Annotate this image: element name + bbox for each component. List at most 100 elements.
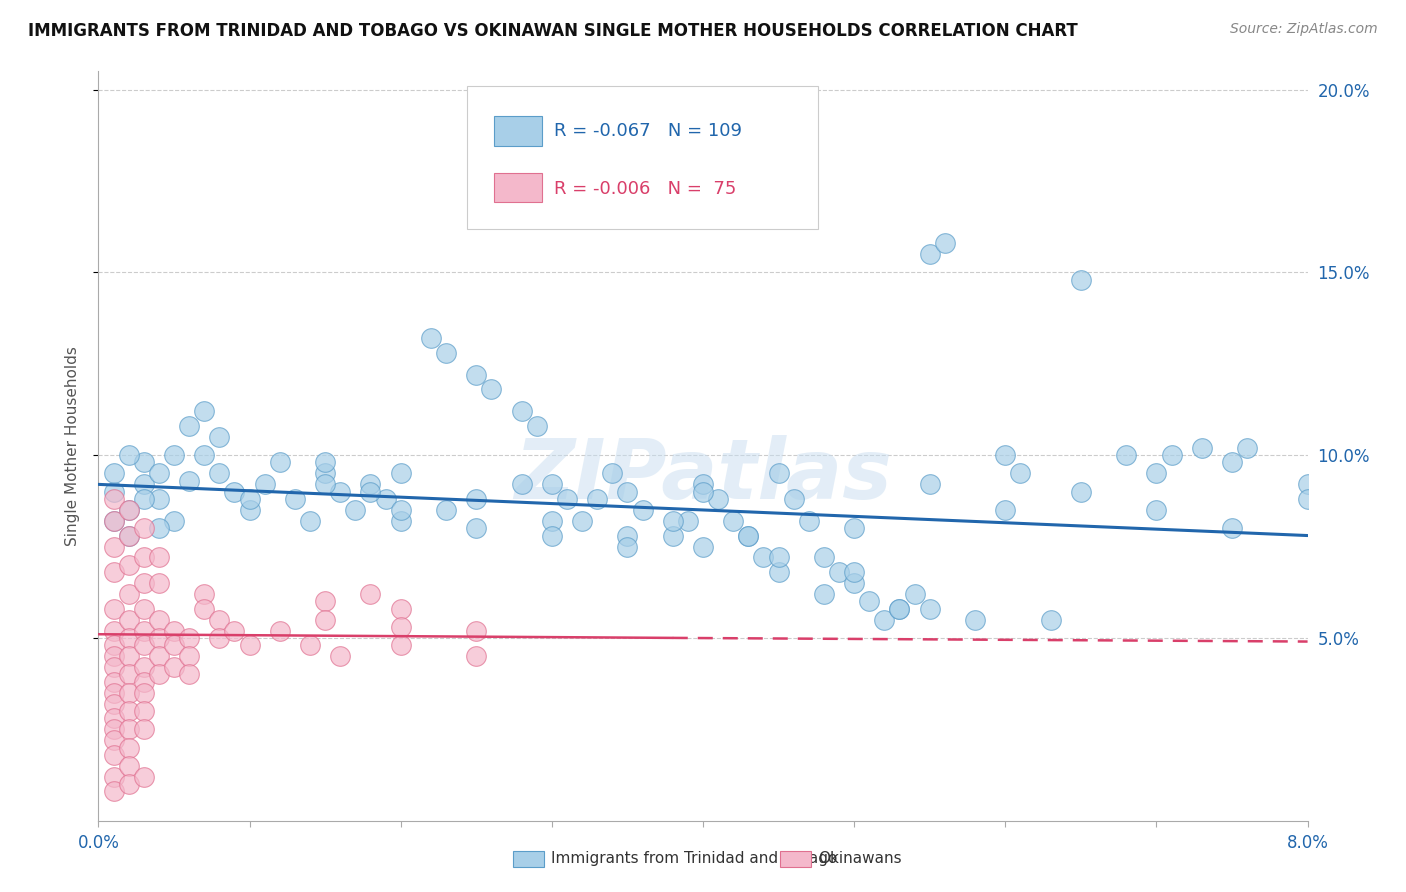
Point	[723, 514, 745, 528]
Point	[118, 740, 141, 755]
Point	[1296, 491, 1319, 506]
Point	[465, 521, 488, 535]
Point	[389, 620, 412, 634]
Point	[994, 503, 1017, 517]
Point	[616, 528, 638, 542]
Point	[269, 455, 291, 469]
Point	[813, 587, 835, 601]
Point	[132, 704, 155, 718]
Point	[828, 565, 851, 579]
Point	[103, 711, 125, 725]
Point	[1070, 273, 1092, 287]
Point	[132, 686, 155, 700]
Point	[526, 418, 548, 433]
Point	[132, 660, 155, 674]
Point	[132, 550, 155, 565]
Point	[193, 601, 215, 615]
Point	[1220, 455, 1243, 469]
Point	[1146, 467, 1168, 481]
Point	[904, 587, 927, 601]
Point	[692, 540, 714, 554]
Point	[163, 660, 186, 674]
Point	[1115, 448, 1137, 462]
Point	[1160, 448, 1182, 462]
Point	[118, 613, 141, 627]
Point	[314, 467, 336, 481]
Point	[510, 477, 533, 491]
Point	[692, 477, 714, 491]
Point	[1296, 477, 1319, 491]
Point	[208, 467, 231, 481]
Text: IMMIGRANTS FROM TRINIDAD AND TOBAGO VS OKINAWAN SINGLE MOTHER HOUSEHOLDS CORRELA: IMMIGRANTS FROM TRINIDAD AND TOBAGO VS O…	[28, 22, 1078, 40]
Point	[132, 521, 155, 535]
Point	[118, 587, 141, 601]
Point	[208, 631, 231, 645]
Point	[239, 638, 262, 652]
Point	[329, 649, 352, 664]
Point	[148, 649, 170, 664]
Point	[103, 514, 125, 528]
Point	[179, 631, 201, 645]
Point	[571, 514, 593, 528]
Point	[768, 565, 790, 579]
Point	[179, 418, 201, 433]
Point	[132, 723, 155, 737]
Point	[103, 723, 125, 737]
Point	[103, 697, 125, 711]
Point	[965, 613, 987, 627]
Point	[103, 770, 125, 784]
Point	[918, 477, 941, 491]
Text: Okinawans: Okinawans	[818, 852, 901, 866]
FancyBboxPatch shape	[467, 87, 818, 228]
Point	[420, 331, 443, 345]
Point	[360, 477, 382, 491]
Point	[103, 540, 125, 554]
Point	[389, 467, 412, 481]
Point	[132, 455, 155, 469]
Point	[616, 484, 638, 499]
Point	[132, 624, 155, 638]
Text: R = -0.006   N =  75: R = -0.006 N = 75	[554, 180, 737, 198]
Point	[586, 491, 609, 506]
Point	[103, 660, 125, 674]
Point	[118, 558, 141, 572]
Point	[103, 747, 125, 762]
Point	[269, 624, 291, 638]
Point	[148, 576, 170, 591]
Point	[118, 528, 141, 542]
Point	[284, 491, 307, 506]
Point	[118, 777, 141, 791]
Point	[179, 474, 201, 488]
Point	[631, 503, 654, 517]
Point	[193, 448, 215, 462]
Point	[103, 565, 125, 579]
Point	[481, 382, 503, 396]
Point	[148, 467, 170, 481]
Point	[103, 733, 125, 747]
Point	[103, 601, 125, 615]
Point	[253, 477, 276, 491]
Point	[163, 514, 186, 528]
Point	[103, 784, 125, 798]
Point	[118, 503, 141, 517]
Point	[118, 686, 141, 700]
Text: Source: ZipAtlas.com: Source: ZipAtlas.com	[1230, 22, 1378, 37]
Point	[193, 587, 215, 601]
Point	[163, 448, 186, 462]
Point	[1146, 503, 1168, 517]
Point	[768, 550, 790, 565]
Point	[389, 514, 412, 528]
Point	[540, 528, 562, 542]
Point	[510, 404, 533, 418]
Point	[616, 540, 638, 554]
Point	[103, 674, 125, 689]
Point	[540, 514, 562, 528]
Point	[118, 667, 141, 681]
Point	[148, 521, 170, 535]
Point	[208, 430, 231, 444]
Point	[118, 448, 141, 462]
Point	[132, 601, 155, 615]
Point	[148, 550, 170, 565]
Bar	[494, 172, 543, 202]
Point	[434, 346, 457, 360]
